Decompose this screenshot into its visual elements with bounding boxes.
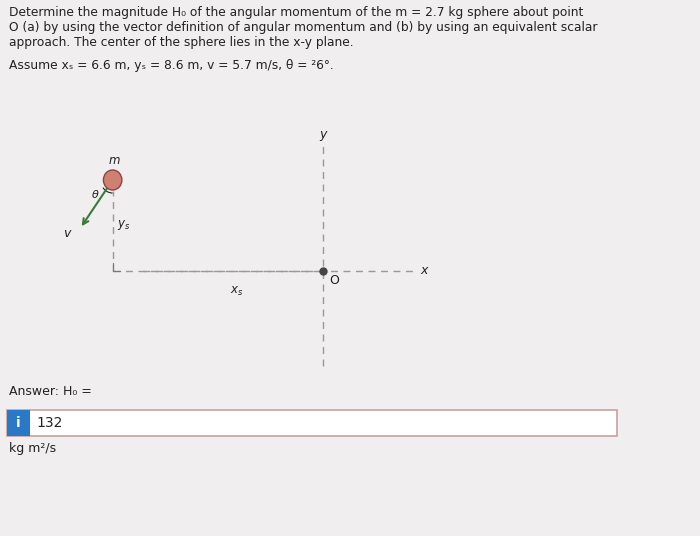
Text: $\theta$: $\theta$ bbox=[91, 188, 99, 200]
Text: O (a) by using the vector definition of angular momentum and (b) by using an equ: O (a) by using the vector definition of … bbox=[9, 21, 598, 34]
Text: $x_s$: $x_s$ bbox=[230, 285, 243, 298]
Text: approach. The center of the sphere lies in the x-y plane.: approach. The center of the sphere lies … bbox=[9, 36, 354, 49]
Text: 132: 132 bbox=[37, 416, 63, 430]
Text: $y_s$: $y_s$ bbox=[117, 219, 131, 233]
Text: x: x bbox=[420, 264, 428, 278]
Circle shape bbox=[104, 170, 122, 190]
Text: m: m bbox=[108, 154, 120, 167]
Text: y: y bbox=[319, 128, 327, 141]
Text: Answer: H₀ =: Answer: H₀ = bbox=[9, 385, 92, 398]
FancyBboxPatch shape bbox=[8, 410, 617, 436]
Text: Assume xₛ = 6.6 m, yₛ = 8.6 m, v = 5.7 m/s, θ = ²6°.: Assume xₛ = 6.6 m, yₛ = 8.6 m, v = 5.7 m… bbox=[9, 59, 334, 72]
Text: Determine the magnitude H₀ of the angular momentum of the m = 2.7 kg sphere abou: Determine the magnitude H₀ of the angula… bbox=[9, 6, 584, 19]
Text: i: i bbox=[16, 416, 21, 430]
Text: O: O bbox=[330, 274, 340, 287]
Text: v: v bbox=[64, 227, 71, 240]
FancyBboxPatch shape bbox=[8, 410, 29, 436]
Text: kg m²/s: kg m²/s bbox=[9, 442, 57, 455]
